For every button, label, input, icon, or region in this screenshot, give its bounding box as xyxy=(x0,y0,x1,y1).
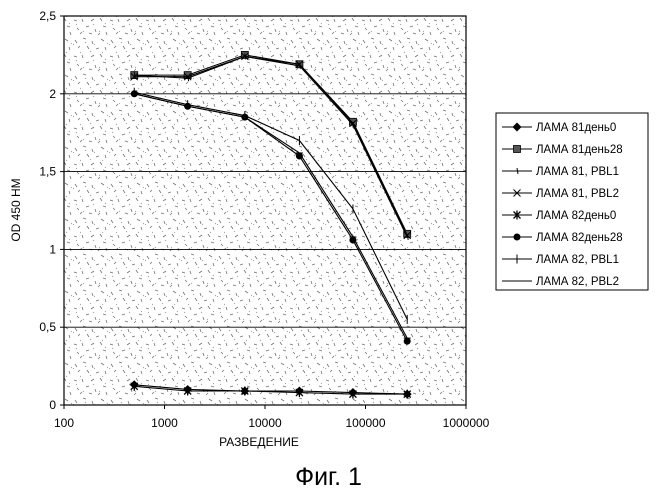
legend-label: ЛАМА 82день28 xyxy=(536,232,623,244)
y-tick-label: 2,5 xyxy=(39,9,56,23)
legend: ЛАМА 81день0 ЛАМА 81день28 ЛАМА 81, PBL1 ЛА… xyxy=(496,113,648,290)
y-tick-label: 2 xyxy=(49,87,56,101)
legend-label: ЛАМА 81, PBL1 xyxy=(536,166,619,178)
x-axis-label: РАЗВЕДЕНИЕ xyxy=(219,435,299,449)
data-point xyxy=(514,234,521,241)
y-tick-labels: 0 0,5 1 1,5 2 2,5 xyxy=(39,9,64,412)
figure-caption: Фиг. 1 xyxy=(0,463,657,492)
legend-label: ЛАМА 81день0 xyxy=(536,122,616,134)
x-tick-label: 100000 xyxy=(345,416,385,430)
y-tick-label: 0 xyxy=(49,398,56,412)
x-tick-label: 10000 xyxy=(248,416,282,430)
plot-texture xyxy=(64,16,466,405)
legend-label: ЛАМА 82, PBL2 xyxy=(536,276,619,288)
x-tick-label: 1000000 xyxy=(443,416,490,430)
y-axis-label: OD 450 HM xyxy=(9,178,23,241)
legend-label: ЛАМА 81, PBL2 xyxy=(536,188,619,200)
x-tick-label: 1000 xyxy=(151,416,178,430)
x-tick-labels: 100 1000 10000 100000 1000000 xyxy=(54,405,490,430)
y-tick-label: 1 xyxy=(49,242,56,256)
y-tick-label: 0,5 xyxy=(39,320,56,334)
chart: 0 0,5 1 1,5 2 2,5 100 1000 10000 100000 1000000 O… xyxy=(0,0,657,470)
y-tick-label: 1,5 xyxy=(39,165,56,179)
x-tick-label: 100 xyxy=(54,416,74,430)
data-point xyxy=(404,338,411,345)
legend-label: ЛАМА 82, PBL1 xyxy=(536,254,619,266)
plot-area xyxy=(64,16,466,405)
legend-label: ЛАМА 82день0 xyxy=(536,210,616,222)
legend-label: ЛАМА 81день28 xyxy=(536,144,623,156)
data-point xyxy=(514,146,521,153)
